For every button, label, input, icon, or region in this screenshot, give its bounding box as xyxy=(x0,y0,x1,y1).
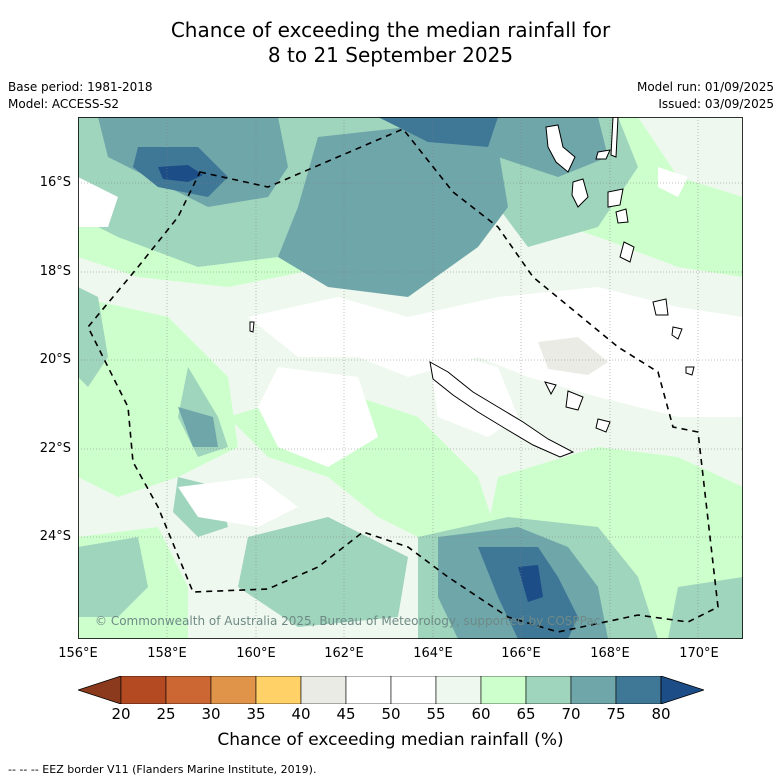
lon-label-170e: 170°E xyxy=(679,646,719,661)
colorbar-bin-40-45 xyxy=(300,676,347,704)
colorbar xyxy=(78,676,704,704)
colorbar-tick-25: 25 xyxy=(156,705,176,723)
colorbar-label: Chance of exceeding median rainfall (%) xyxy=(217,730,564,750)
loyalty-island-1 xyxy=(544,381,557,396)
lat-label-20s: 20°S xyxy=(39,352,71,367)
lon-label-156e: 156°E xyxy=(58,646,98,661)
loyalty-island-2 xyxy=(565,390,584,411)
issued-date: Issued: 03/09/2025 xyxy=(658,97,774,111)
base-period: Base period: 1981-2018 xyxy=(8,80,153,94)
colorbar-bin-75-80 xyxy=(615,676,662,704)
meta-left: Base period: 1981-2018 Model: ACCESS-S2 xyxy=(8,79,153,113)
colorbar-bin-35-40 xyxy=(255,676,302,704)
colorbar-bin-50-55 xyxy=(390,676,437,704)
title-line-1: Chance of exceeding the median rainfall … xyxy=(170,18,611,42)
colorbar-bin-55-60 xyxy=(435,676,482,704)
colorbar-tick-40: 40 xyxy=(291,705,311,723)
new-caledonia-island xyxy=(429,361,575,458)
colorbar-bin-45-50 xyxy=(345,676,392,704)
zone-85 xyxy=(158,165,543,602)
colorbar-bin-25-30 xyxy=(165,676,212,704)
colorbar-tick-75: 75 xyxy=(606,705,626,723)
colorbar-tick-35: 35 xyxy=(246,705,266,723)
colorbar-high-extend xyxy=(660,676,704,704)
colorbar-bin-70-75 xyxy=(570,676,617,704)
colorbar-tick-20: 20 xyxy=(111,705,131,723)
loyalty-island-3 xyxy=(595,418,611,433)
lat-label-24s: 24°S xyxy=(39,529,71,544)
rainfall-map xyxy=(78,117,743,639)
colorbar-tick-70: 70 xyxy=(561,705,581,723)
colorbar-tick-30: 30 xyxy=(201,705,221,723)
lon-label-164e: 164°E xyxy=(413,646,453,661)
small-island xyxy=(249,321,255,333)
colorbar-tick-80: 80 xyxy=(651,705,671,723)
colorbar-bin-20-25 xyxy=(120,676,167,704)
colorbar-bin-65-70 xyxy=(525,676,572,704)
eez-legend-note: -- -- -- EEZ border V11 (Flanders Marine… xyxy=(8,763,317,776)
vanuatu-islands xyxy=(545,117,695,376)
map-frame xyxy=(78,117,743,639)
lon-label-160e: 160°E xyxy=(236,646,276,661)
lon-label-162e: 162°E xyxy=(324,646,364,661)
copyright-notice: © Commonwealth of Australia 2025, Bureau… xyxy=(95,614,601,628)
lon-label-158e: 158°E xyxy=(147,646,187,661)
colorbar-tick-50: 50 xyxy=(381,705,401,723)
colorbar-low-extend xyxy=(78,676,122,704)
lat-label-18s: 18°S xyxy=(39,264,71,279)
colorbar-tick-65: 65 xyxy=(516,705,536,723)
colorbar-bin-60-65 xyxy=(480,676,527,704)
eez-border xyxy=(87,128,719,633)
lat-label-22s: 22°S xyxy=(39,441,71,456)
colorbar-bin-30-35 xyxy=(210,676,257,704)
colorbar-tick-60: 60 xyxy=(471,705,491,723)
colorbar-tick-55: 55 xyxy=(426,705,446,723)
model-run: Model run: 01/09/2025 xyxy=(636,80,774,94)
model-name: Model: ACCESS-S2 xyxy=(8,97,120,111)
lon-label-168e: 168°E xyxy=(590,646,630,661)
lon-label-166e: 166°E xyxy=(501,646,541,661)
meta-right: Model run: 01/09/2025 Issued: 03/09/2025 xyxy=(637,79,774,113)
colorbar-tick-45: 45 xyxy=(336,705,356,723)
map-title: Chance of exceeding the median rainfall … xyxy=(0,18,781,68)
title-line-2: 8 to 21 September 2025 xyxy=(267,43,514,67)
zone-45 xyxy=(538,337,608,375)
lat-label-16s: 16°S xyxy=(39,175,71,190)
